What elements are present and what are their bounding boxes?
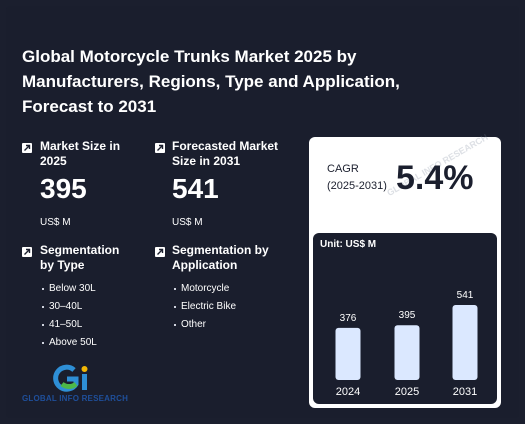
data-label: 541 bbox=[457, 290, 474, 301]
bar-chart: 376 2024 395 2025 541 2031 bbox=[335, 290, 478, 398]
arrow-up-right-icon bbox=[155, 143, 165, 153]
cagr-label: CAGR (2025-2031) bbox=[327, 161, 387, 195]
arrow-up-right-icon bbox=[22, 247, 32, 257]
data-label: 376 bbox=[340, 313, 357, 324]
bar-2031 bbox=[452, 305, 478, 380]
list-item: Above 50L bbox=[40, 334, 97, 352]
market-size-value: 395 bbox=[40, 173, 87, 204]
gi-logo-icon bbox=[53, 364, 88, 392]
market-size-unit: US$ M bbox=[40, 217, 71, 228]
list-item: Electric Bike bbox=[172, 298, 236, 316]
list-item: 30–40L bbox=[40, 298, 97, 316]
segmentation-application-label: Segmentation by Application bbox=[172, 243, 269, 272]
segmentation-application-list: Motorcycle Electric Bike Other bbox=[172, 280, 236, 334]
cagr-title: CAGR bbox=[327, 163, 359, 175]
forecast-size-value: 541 bbox=[172, 173, 219, 204]
list-item: Other bbox=[172, 316, 236, 334]
segmentation-type-list: Below 30L 30–40L 41–50L Above 50L bbox=[40, 280, 97, 352]
bar-2024 bbox=[335, 327, 361, 380]
list-item: Motorcycle bbox=[172, 280, 236, 298]
data-label: 395 bbox=[399, 310, 416, 321]
chart-unit-label: Unit: US$ M bbox=[320, 239, 377, 250]
arrow-up-right-icon bbox=[155, 247, 165, 257]
cagr-period: (2025-2031) bbox=[327, 180, 387, 192]
forecast-size-unit: US$ M bbox=[172, 217, 203, 228]
logo: GLOBAL INFO RESEARCH bbox=[22, 364, 132, 406]
x-tick-label: 2031 bbox=[453, 386, 477, 398]
market-size-label: Market Size in 2025 bbox=[40, 139, 121, 168]
arrow-up-right-icon bbox=[22, 143, 32, 153]
list-item: 41–50L bbox=[40, 316, 97, 334]
segmentation-type-label: Segmentation by Type bbox=[40, 243, 120, 272]
forecast-size-label: Forecasted Market Size in 2031 bbox=[172, 139, 279, 168]
x-tick-label: 2024 bbox=[336, 386, 360, 398]
logo-text: GLOBAL INFO RESEARCH bbox=[22, 394, 129, 403]
list-item: Below 30L bbox=[40, 280, 97, 298]
bar-2025 bbox=[394, 325, 420, 380]
cagr-value: 5.4% bbox=[396, 159, 474, 197]
x-tick-label: 2025 bbox=[395, 386, 419, 398]
page-title: Global Motorcycle Trunks Market 2025 by … bbox=[22, 47, 400, 116]
